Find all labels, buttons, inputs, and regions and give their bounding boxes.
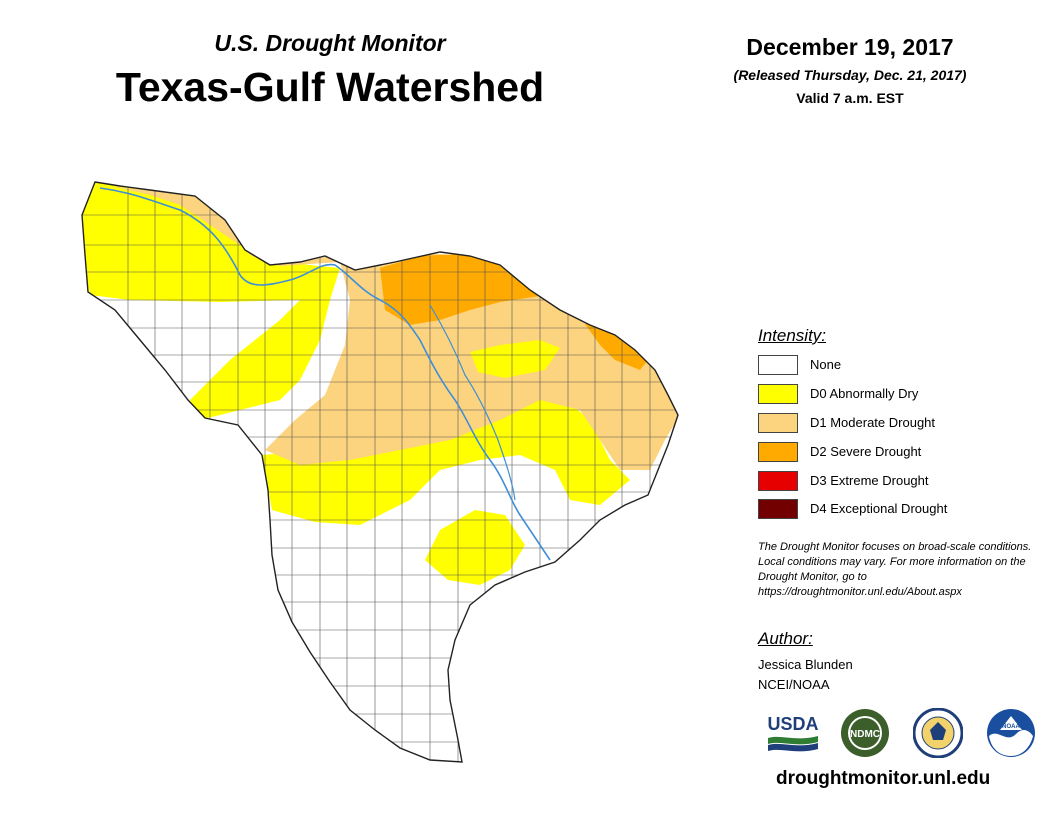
- legend-item-d0: D0 Abnormally Dry: [758, 384, 1018, 406]
- legend-label: None: [810, 357, 842, 372]
- legend-swatch: [758, 413, 798, 433]
- noaa-logo-text: NOAA: [1002, 724, 1020, 730]
- legend-swatch: [758, 499, 798, 519]
- author-name: Jessica Blunden: [758, 657, 853, 672]
- legend-item-d1: D1 Moderate Drought: [758, 413, 1018, 435]
- legend-swatch: [758, 355, 798, 375]
- legend-item-d4: D4 Exceptional Drought: [758, 499, 1018, 521]
- watershed-outline: [81, 181, 679, 763]
- map-title: Texas-Gulf Watershed: [115, 64, 545, 110]
- legend-item-d3: D3 Extreme Drought: [758, 471, 1018, 493]
- ndmc-logo: NDMC: [841, 709, 889, 757]
- map-date: December 19, 2017: [746, 34, 954, 60]
- legend-label: D2 Severe Drought: [810, 444, 922, 459]
- legend-heading: Intensity:: [758, 326, 827, 345]
- noaa-logo: NOAA: [987, 709, 1035, 757]
- river: [99, 187, 551, 561]
- legend-item-d2: D2 Severe Drought: [758, 442, 1018, 464]
- website-link[interactable]: droughtmonitor.unl.edu: [776, 768, 991, 789]
- legend-label: D1 Moderate Drought: [810, 415, 936, 430]
- ndmc-logo-text: NDMC: [850, 729, 880, 740]
- d1-moderate-drought-area: [470, 340, 560, 378]
- legend-label: D4 Exceptional Drought: [810, 501, 948, 516]
- legend-label: D3 Extreme Drought: [810, 473, 929, 488]
- disclaimer-text: The Drought Monitor focuses on broad-sca…: [758, 541, 1032, 598]
- legend-item-none: None: [758, 355, 1018, 377]
- usda-logo-text: USDA: [767, 714, 818, 734]
- river: [429, 304, 516, 501]
- author-heading: Author:: [758, 629, 813, 648]
- d2-severe-drought-area: [585, 320, 648, 370]
- commerce-seal: [913, 708, 963, 758]
- map-subtitle: U.S. Drought Monitor: [214, 30, 446, 56]
- d0-abnormally-dry-area: [425, 510, 525, 585]
- release-date: (Released Thursday, Dec. 21, 2017): [733, 67, 967, 83]
- author-org: NCEI/NOAA: [758, 677, 830, 692]
- legend-label: D0 Abnormally Dry: [810, 386, 919, 401]
- d0-abnormally-dry-area: [262, 395, 630, 525]
- legend-swatch: [758, 471, 798, 491]
- legend-swatch: [758, 442, 798, 462]
- usda-logo: USDA: [767, 714, 819, 752]
- valid-time: Valid 7 a.m. EST: [796, 90, 904, 106]
- legend-swatch: [758, 384, 798, 404]
- watershed-map: [81, 181, 679, 763]
- d1-moderate-drought-area: [130, 250, 265, 295]
